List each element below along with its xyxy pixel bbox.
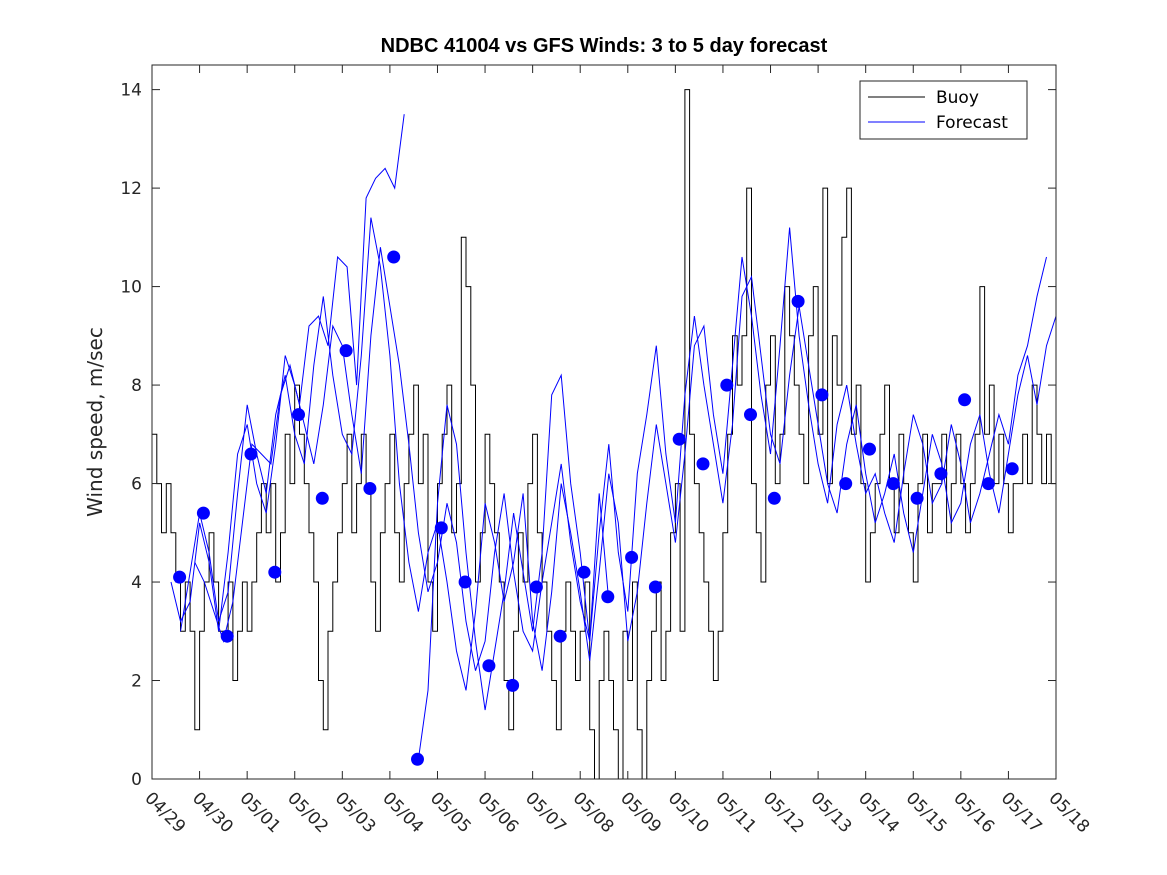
forecast-point [886,477,900,491]
forecast-point [767,491,781,505]
y-tick-label: 2 [131,672,142,692]
x-tick-label: 05/14 [854,788,903,837]
forecast-point [458,575,472,589]
forecast-point [529,580,543,594]
forecast-point [672,432,686,446]
legend-buoy-label: Buoy [936,88,979,108]
x-tick-label: 05/16 [949,788,998,837]
x-tick-label: 05/15 [902,788,951,837]
forecast-point [387,250,401,264]
forecast-point [268,565,282,579]
x-tick-label: 04/29 [140,788,189,837]
forecast-point [863,442,876,456]
forecast-point [220,629,234,643]
buoy-series-line [152,89,1057,780]
y-tick-label: 10 [120,278,142,298]
x-tick-label: 04/30 [188,788,237,837]
forecast-point [625,550,639,564]
forecast-point [506,678,520,692]
forecast-point [411,752,424,766]
y-axis: 0 2 4 6 8 10 12 14 [120,81,1056,790]
forecast-point [839,477,853,491]
forecast-point [553,629,567,643]
chart-title: NDBC 41004 vs GFS Winds: 3 to 5 day fore… [381,35,828,57]
forecast-point [934,467,948,481]
forecast-point [434,521,448,535]
legend-forecast-label: Forecast [936,113,1008,133]
forecast-point [958,393,972,407]
x-tick-label: 05/10 [664,788,713,837]
x-tick-label: 05/05 [426,788,475,837]
forecast-point [815,388,829,402]
forecast-point [292,408,305,422]
forecast-series-line-2 [180,217,1047,691]
forecast-point [482,659,496,673]
forecast-point [648,580,662,594]
forecast-point [196,506,210,520]
axes-box [151,64,1057,780]
x-tick-label: 05/06 [474,788,523,837]
x-tick-label: 05/18 [1044,788,1093,837]
forecast-point [791,294,805,308]
x-axis: 04/2904/3005/0105/0205/0305/0405/0505/06… [140,65,1093,837]
forecast-point [363,482,377,495]
y-tick-label: 6 [131,475,142,495]
plot-area [152,89,1057,780]
y-tick-label: 14 [120,81,142,101]
forecast-point [315,491,329,505]
forecast-point [910,491,924,505]
forecast-series-line-3 [194,114,405,643]
x-tick-label: 05/07 [521,788,570,837]
forecast-point [173,570,187,584]
x-tick-label: 05/02 [283,788,332,837]
x-tick-label: 05/11 [711,788,760,837]
forecast-point [720,378,734,392]
forecast-point [339,344,353,358]
x-tick-label: 05/04 [378,788,427,837]
x-tick-label: 05/03 [331,788,380,837]
forecast-point [744,408,757,422]
forecast-series-line-4 [417,373,610,760]
y-tick-label: 4 [131,573,142,593]
legend-box [859,80,1028,140]
forecast-point [981,477,995,491]
legend: Buoy Forecast [859,80,1028,140]
x-tick-label: 05/17 [997,788,1046,837]
x-tick-label: 05/13 [807,788,856,837]
y-axis-label: Wind speed, m/sec [83,327,107,517]
y-tick-label: 0 [131,770,142,790]
x-tick-label: 05/01 [236,788,285,837]
y-tick-label: 12 [120,179,142,199]
forecast-point [601,590,615,604]
x-tick-label: 05/09 [616,788,665,837]
forecast-point [1005,462,1019,476]
forecast-point [244,447,258,461]
x-tick-label: 05/08 [569,788,618,837]
x-tick-label: 05/12 [759,788,808,837]
y-tick-label: 8 [131,376,142,396]
forecast-point [696,457,710,471]
forecast-point [577,565,591,579]
